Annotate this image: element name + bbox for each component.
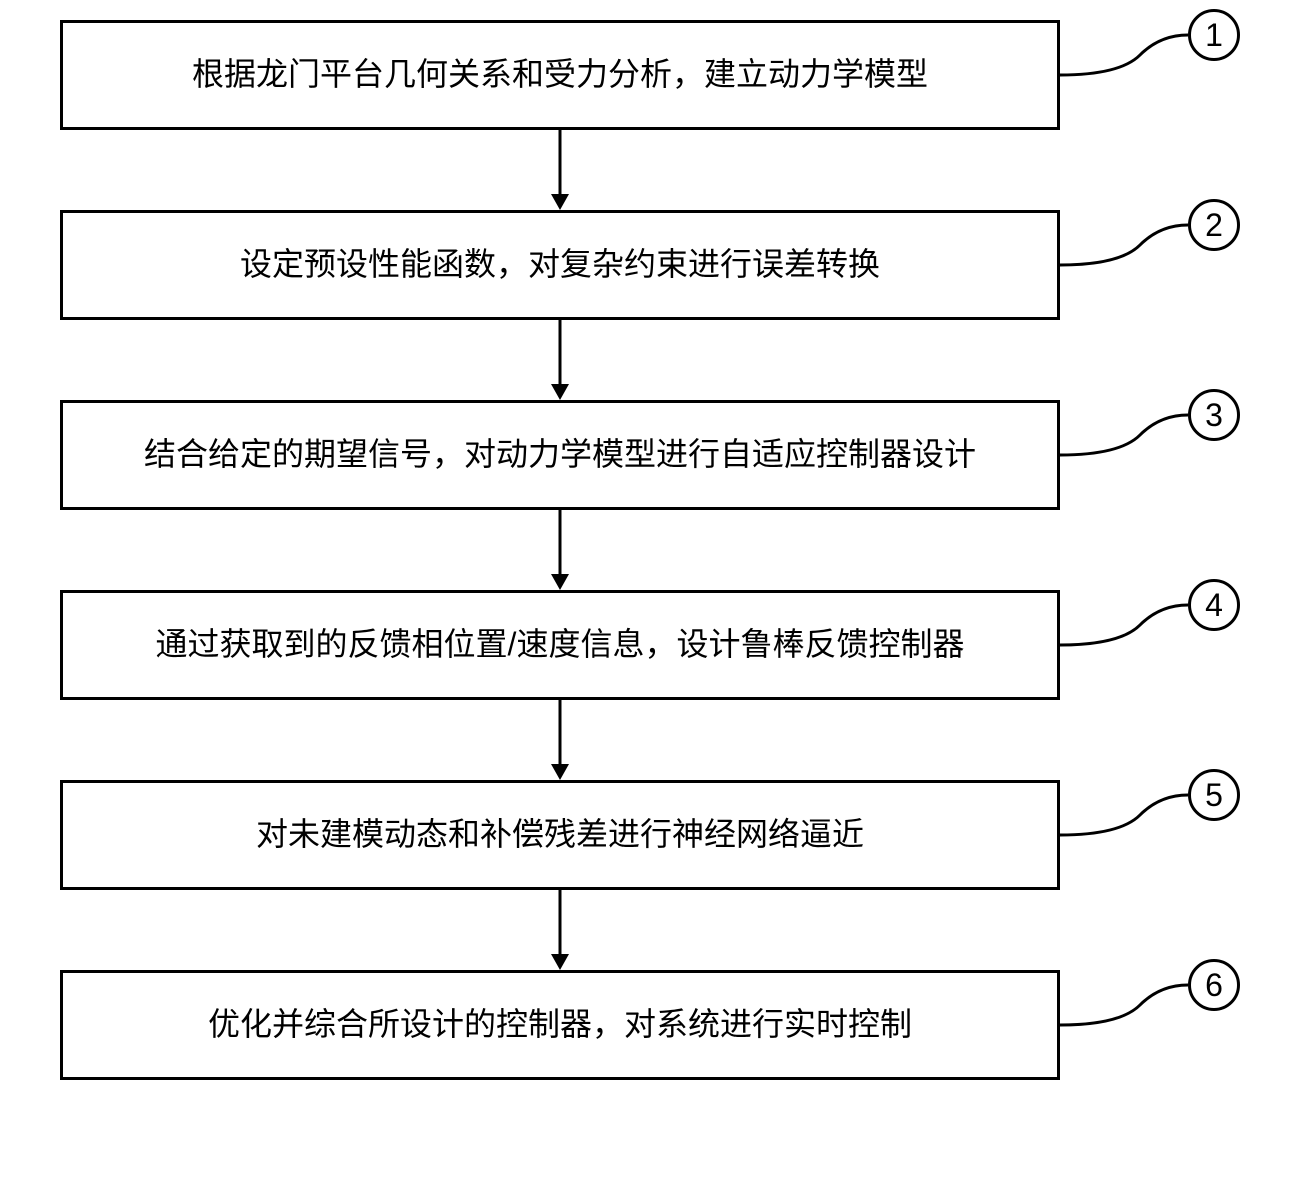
- flowchart-container: 根据龙门平台几何关系和受力分析，建立动力学模型 1 设定预设性能函数，对复杂约束…: [60, 20, 1240, 1080]
- step-row-4: 通过获取到的反馈相位置/速度信息，设计鲁棒反馈控制器 4: [60, 590, 1240, 700]
- step-box-3: 结合给定的期望信号，对动力学模型进行自适应控制器设计: [60, 400, 1060, 510]
- arrow-5-6: [60, 890, 1060, 970]
- step-row-3: 结合给定的期望信号，对动力学模型进行自适应控制器设计 3: [60, 400, 1240, 510]
- badge-6: 6: [1188, 959, 1240, 1011]
- badge-2: 2: [1188, 199, 1240, 251]
- step-box-1: 根据龙门平台几何关系和受力分析，建立动力学模型: [60, 20, 1060, 130]
- badge-5: 5: [1188, 769, 1240, 821]
- badge-4: 4: [1188, 579, 1240, 631]
- step-box-5: 对未建模动态和补偿残差进行神经网络逼近: [60, 780, 1060, 890]
- step-row-6: 优化并综合所设计的控制器，对系统进行实时控制 6: [60, 970, 1240, 1080]
- step-box-6: 优化并综合所设计的控制器，对系统进行实时控制: [60, 970, 1060, 1080]
- step-text-5: 对未建模动态和补偿残差进行神经网络逼近: [256, 814, 864, 856]
- arrow-1-2: [60, 130, 1060, 210]
- step-row-5: 对未建模动态和补偿残差进行神经网络逼近 5: [60, 780, 1240, 890]
- step-box-2: 设定预设性能函数，对复杂约束进行误差转换: [60, 210, 1060, 320]
- arrow-4-5: [60, 700, 1060, 780]
- badge-num-3: 3: [1205, 397, 1223, 434]
- step-text-3: 结合给定的期望信号，对动力学模型进行自适应控制器设计: [144, 434, 976, 476]
- badge-num-1: 1: [1205, 17, 1223, 54]
- step-text-2: 设定预设性能函数，对复杂约束进行误差转换: [240, 244, 880, 286]
- step-box-4: 通过获取到的反馈相位置/速度信息，设计鲁棒反馈控制器: [60, 590, 1060, 700]
- badge-num-2: 2: [1205, 207, 1223, 244]
- badge-num-4: 4: [1205, 587, 1223, 624]
- step-text-1: 根据龙门平台几何关系和受力分析，建立动力学模型: [192, 54, 928, 96]
- arrow-2-3: [60, 320, 1060, 400]
- step-row-2: 设定预设性能函数，对复杂约束进行误差转换 2: [60, 210, 1240, 320]
- connector-3: [1060, 410, 1190, 500]
- step-text-6: 优化并综合所设计的控制器，对系统进行实时控制: [208, 1004, 912, 1046]
- connector-5: [1060, 790, 1190, 880]
- arrow-3-4: [60, 510, 1060, 590]
- connector-2: [1060, 220, 1190, 310]
- connector-6: [1060, 980, 1190, 1070]
- connector-4: [1060, 600, 1190, 690]
- badge-3: 3: [1188, 389, 1240, 441]
- step-row-1: 根据龙门平台几何关系和受力分析，建立动力学模型 1: [60, 20, 1240, 130]
- badge-num-6: 6: [1205, 967, 1223, 1004]
- badge-num-5: 5: [1205, 777, 1223, 814]
- connector-1: [1060, 30, 1190, 120]
- badge-1: 1: [1188, 9, 1240, 61]
- step-text-4: 通过获取到的反馈相位置/速度信息，设计鲁棒反馈控制器: [156, 624, 965, 666]
